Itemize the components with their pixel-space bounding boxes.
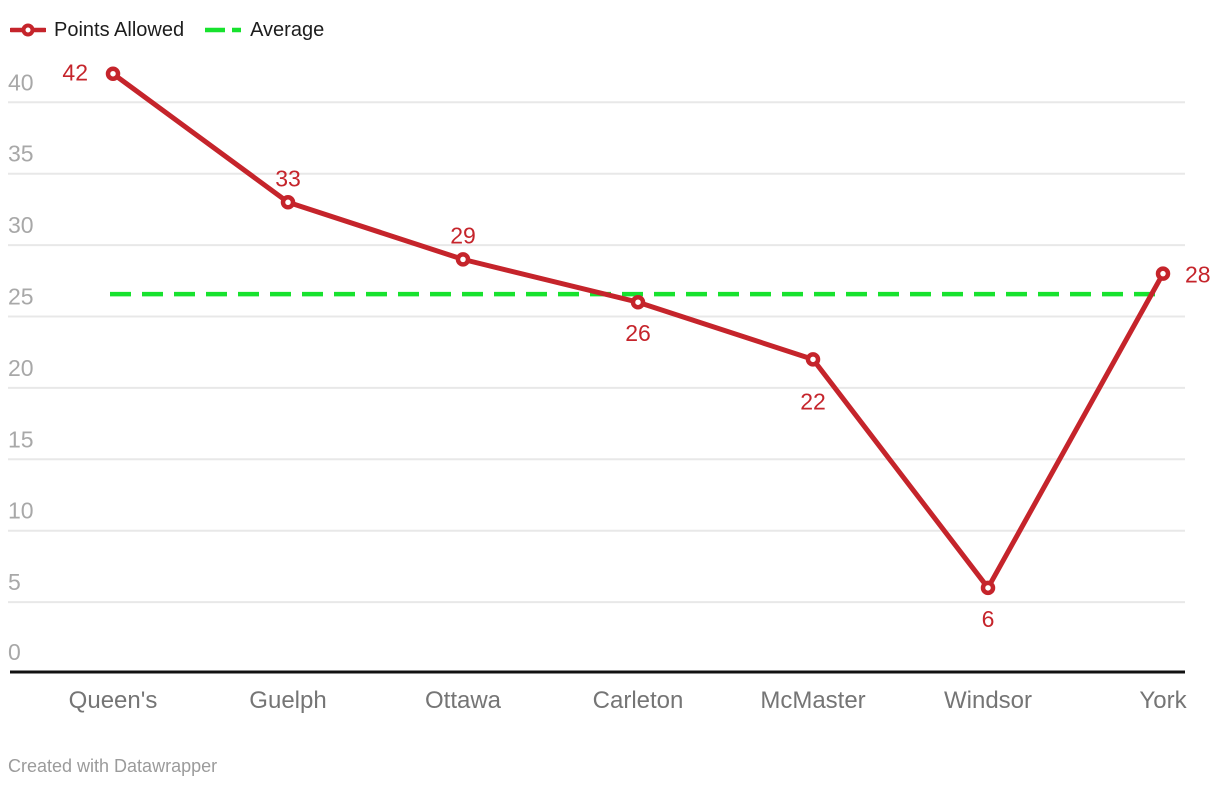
y-axis-tick-40: 40 bbox=[8, 69, 34, 95]
y-axis-tick-25: 25 bbox=[8, 284, 34, 310]
legend-item-average: Average bbox=[204, 16, 324, 44]
y-axis-tick-5: 5 bbox=[8, 569, 21, 595]
data-point-mcmaster[interactable] bbox=[805, 352, 821, 367]
y-axis-tick-35: 35 bbox=[8, 141, 34, 167]
x-axis-label-windsor: Windsor bbox=[944, 687, 1032, 714]
data-label-windsor: 6 bbox=[982, 606, 995, 632]
data-label-queen-s: 42 bbox=[62, 60, 88, 86]
y-axis-tick-20: 20 bbox=[8, 355, 34, 381]
line-marker-swatch-icon bbox=[10, 23, 46, 37]
data-label-york: 28 bbox=[1185, 262, 1211, 288]
x-axis-label-queen-s: Queen's bbox=[69, 687, 158, 714]
x-axis-label-guelph: Guelph bbox=[249, 687, 326, 714]
chart-legend: Points Allowed Average bbox=[10, 16, 324, 44]
x-axis-label-ottawa: Ottawa bbox=[425, 687, 502, 714]
data-label-carleton: 26 bbox=[625, 320, 651, 346]
x-axis-label-carleton: Carleton bbox=[593, 687, 684, 714]
y-axis-tick-10: 10 bbox=[8, 498, 34, 524]
data-point-york[interactable] bbox=[1155, 266, 1171, 281]
legend-item-points-allowed: Points Allowed bbox=[10, 16, 184, 44]
x-axis-label-mcmaster: McMaster bbox=[760, 687, 865, 714]
data-point-ottawa[interactable] bbox=[455, 252, 471, 267]
data-label-ottawa: 29 bbox=[450, 222, 476, 248]
y-axis-tick-30: 30 bbox=[8, 212, 34, 238]
x-axis-label-york: York bbox=[1139, 687, 1187, 714]
legend-label-average: Average bbox=[250, 19, 325, 41]
dashed-line-swatch-icon bbox=[205, 27, 242, 33]
legend-label-points-allowed: Points Allowed bbox=[54, 19, 185, 41]
y-axis-tick-0: 0 bbox=[8, 639, 21, 665]
data-label-guelph: 33 bbox=[275, 165, 301, 191]
data-point-queen-s[interactable] bbox=[105, 66, 121, 81]
attribution-text: Created with Datawrapper bbox=[8, 756, 218, 776]
y-axis-tick-15: 15 bbox=[8, 426, 34, 452]
data-label-mcmaster: 22 bbox=[800, 388, 826, 414]
data-point-guelph[interactable] bbox=[280, 195, 296, 210]
data-point-carleton[interactable] bbox=[630, 294, 646, 310]
data-point-windsor[interactable] bbox=[980, 580, 996, 596]
chart-canvas: 0 5 10 15 20 25 30 35 40 42 Queen's 33 Guelph 29 Ottaw… bbox=[8, 60, 1211, 714]
